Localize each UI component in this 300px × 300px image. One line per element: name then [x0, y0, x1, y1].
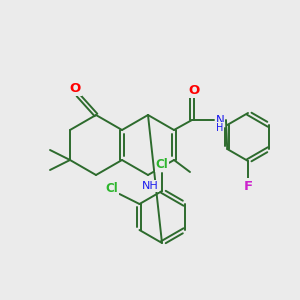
Text: Cl: Cl [156, 158, 168, 172]
Text: Cl: Cl [105, 182, 118, 196]
Text: N: N [216, 113, 224, 127]
Text: O: O [188, 83, 200, 97]
Text: O: O [69, 82, 81, 94]
Text: NH: NH [142, 181, 158, 191]
Text: F: F [243, 179, 253, 193]
Text: H: H [216, 123, 224, 133]
